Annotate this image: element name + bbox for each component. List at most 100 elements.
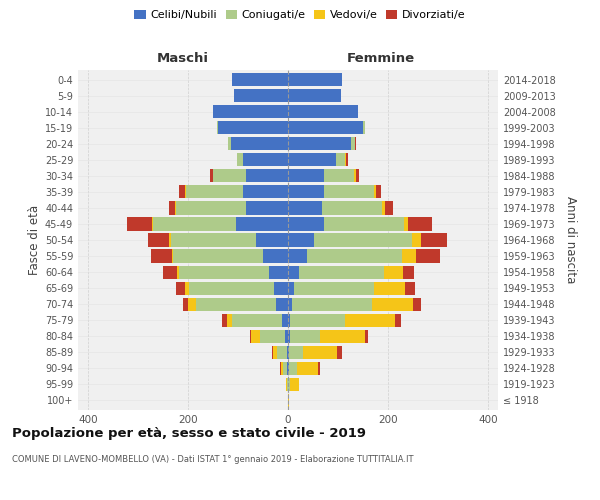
- Bar: [374, 186, 376, 198]
- Bar: [189, 282, 274, 294]
- Bar: [213, 105, 288, 118]
- Bar: [170, 234, 256, 246]
- Legend: Celibi/Nubili, Coniugati/e, Vedovi/e, Divorziati/e: Celibi/Nubili, Coniugati/e, Vedovi/e, Di…: [130, 6, 470, 25]
- Bar: [363, 121, 365, 134]
- Bar: [355, 170, 359, 182]
- Bar: [320, 330, 365, 343]
- Bar: [290, 314, 345, 327]
- Bar: [288, 218, 324, 230]
- Bar: [350, 137, 355, 150]
- Text: Popolazione per età, sesso e stato civile - 2019: Popolazione per età, sesso e stato civil…: [12, 428, 366, 440]
- Bar: [303, 346, 337, 359]
- Bar: [402, 250, 416, 262]
- Bar: [290, 330, 320, 343]
- Bar: [376, 186, 380, 198]
- Bar: [288, 394, 289, 407]
- Bar: [274, 282, 288, 294]
- Bar: [230, 137, 288, 150]
- Bar: [185, 186, 243, 198]
- Bar: [288, 153, 336, 166]
- Bar: [288, 202, 322, 214]
- Bar: [243, 153, 288, 166]
- Bar: [288, 89, 341, 102]
- Bar: [243, 186, 288, 198]
- Bar: [288, 250, 307, 262]
- Bar: [405, 282, 415, 294]
- Bar: [179, 186, 185, 198]
- Bar: [296, 362, 317, 375]
- Bar: [232, 73, 288, 86]
- Bar: [222, 314, 227, 327]
- Bar: [294, 282, 374, 294]
- Bar: [271, 346, 272, 359]
- Bar: [227, 314, 232, 327]
- Bar: [196, 298, 275, 310]
- Bar: [382, 202, 385, 214]
- Bar: [263, 250, 288, 262]
- Bar: [245, 170, 288, 182]
- Bar: [288, 186, 324, 198]
- Bar: [183, 298, 188, 310]
- Bar: [408, 218, 432, 230]
- Y-axis label: Fasce di età: Fasce di età: [28, 205, 41, 275]
- Bar: [288, 346, 289, 359]
- Text: Femmine: Femmine: [346, 52, 415, 65]
- Bar: [307, 250, 402, 262]
- Bar: [169, 202, 175, 214]
- Bar: [235, 218, 288, 230]
- Bar: [288, 170, 324, 182]
- Bar: [218, 121, 288, 134]
- Bar: [288, 105, 358, 118]
- Bar: [185, 282, 189, 294]
- Bar: [237, 153, 243, 166]
- Bar: [282, 314, 288, 327]
- Bar: [232, 314, 282, 327]
- Bar: [384, 266, 403, 278]
- Bar: [173, 250, 263, 262]
- Bar: [280, 362, 281, 375]
- Bar: [324, 186, 374, 198]
- Bar: [277, 346, 287, 359]
- Bar: [287, 378, 288, 391]
- Bar: [288, 137, 350, 150]
- Bar: [151, 250, 172, 262]
- Bar: [272, 346, 277, 359]
- Bar: [346, 153, 347, 166]
- Bar: [287, 362, 288, 375]
- Bar: [337, 346, 342, 359]
- Bar: [281, 362, 283, 375]
- Bar: [251, 330, 260, 343]
- Bar: [314, 234, 412, 246]
- Bar: [288, 266, 299, 278]
- Bar: [395, 314, 401, 327]
- Bar: [288, 298, 292, 310]
- Bar: [412, 234, 421, 246]
- Bar: [127, 218, 151, 230]
- Bar: [403, 266, 414, 278]
- Bar: [250, 330, 251, 343]
- Bar: [227, 137, 230, 150]
- Bar: [324, 170, 354, 182]
- Bar: [292, 298, 372, 310]
- Bar: [354, 170, 355, 182]
- Bar: [345, 314, 395, 327]
- Bar: [163, 266, 176, 278]
- Bar: [299, 266, 384, 278]
- Bar: [260, 330, 285, 343]
- Bar: [372, 298, 413, 310]
- Bar: [245, 202, 288, 214]
- Bar: [153, 218, 235, 230]
- Bar: [188, 298, 196, 310]
- Text: Maschi: Maschi: [157, 52, 209, 65]
- Bar: [287, 346, 288, 359]
- Bar: [179, 266, 269, 278]
- Bar: [324, 218, 404, 230]
- Bar: [234, 89, 288, 102]
- Bar: [288, 282, 294, 294]
- Bar: [288, 362, 289, 375]
- Y-axis label: Anni di nascita: Anni di nascita: [564, 196, 577, 284]
- Bar: [256, 234, 288, 246]
- Bar: [213, 170, 245, 182]
- Bar: [374, 282, 405, 294]
- Bar: [288, 73, 342, 86]
